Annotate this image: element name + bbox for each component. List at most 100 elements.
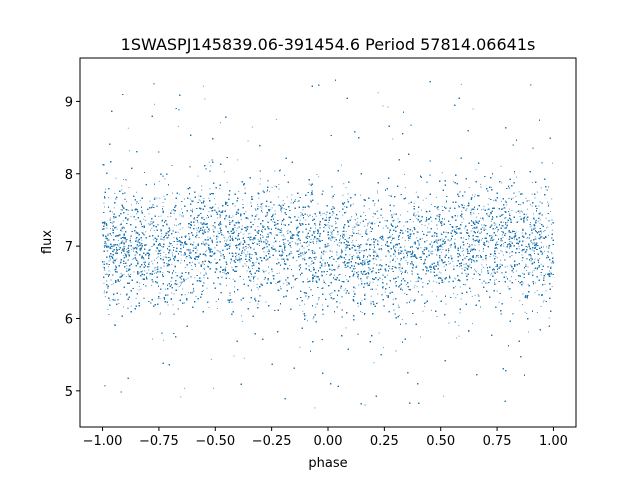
data-point [197, 222, 199, 224]
data-point [153, 221, 155, 223]
data-point [397, 221, 399, 223]
data-point [203, 85, 204, 87]
data-point [418, 241, 420, 243]
data-point [370, 288, 371, 290]
data-point [320, 214, 322, 216]
data-point [117, 281, 119, 282]
data-point [259, 256, 261, 258]
data-point [283, 235, 285, 237]
data-point [245, 211, 247, 213]
data-point [375, 258, 377, 260]
data-point [426, 268, 428, 270]
data-point [310, 194, 312, 196]
data-point [543, 231, 545, 233]
data-point [448, 251, 449, 253]
data-point [280, 286, 281, 288]
data-point [180, 284, 181, 286]
data-point [237, 227, 239, 229]
data-point [104, 261, 106, 263]
data-point [322, 304, 324, 306]
data-point [370, 268, 371, 270]
data-point [132, 258, 134, 260]
data-point [358, 232, 359, 234]
data-point [291, 199, 292, 201]
data-point [471, 323, 473, 325]
data-point [298, 216, 300, 218]
data-point [174, 257, 176, 259]
data-point [343, 289, 345, 291]
data-point [550, 271, 552, 273]
data-point [243, 233, 245, 235]
data-point [309, 241, 311, 243]
data-point [232, 270, 234, 272]
data-point [510, 241, 512, 243]
data-point [529, 247, 531, 249]
data-point [501, 251, 503, 253]
data-point [248, 236, 250, 238]
data-point [137, 242, 139, 244]
data-point [459, 312, 461, 314]
data-point [353, 290, 355, 292]
data-point [456, 228, 457, 230]
data-point [335, 221, 336, 223]
data-point [322, 253, 324, 254]
data-point [130, 215, 132, 217]
data-point [326, 274, 328, 275]
data-point [422, 310, 424, 312]
data-point [274, 170, 276, 172]
data-point [109, 256, 110, 258]
data-point [503, 243, 504, 245]
data-point [132, 257, 134, 259]
data-point [184, 294, 186, 296]
data-point [456, 294, 458, 296]
data-point [176, 240, 178, 242]
data-point [173, 224, 175, 226]
data-point [436, 316, 438, 317]
data-point [196, 227, 198, 229]
data-point [508, 288, 510, 290]
data-point [184, 387, 186, 389]
data-point [184, 302, 185, 304]
data-point [474, 196, 475, 198]
data-point [178, 286, 180, 287]
data-point [261, 207, 263, 209]
data-point [182, 227, 184, 229]
data-point [312, 216, 313, 218]
data-point [190, 252, 192, 254]
data-point [267, 242, 269, 244]
data-point [376, 190, 378, 192]
data-point [524, 252, 526, 254]
data-point [377, 244, 379, 246]
data-point [189, 236, 191, 238]
data-point [399, 250, 401, 252]
data-point [539, 238, 541, 240]
data-point [259, 206, 261, 208]
data-point [240, 231, 242, 233]
data-point [480, 217, 482, 219]
data-point [176, 251, 178, 253]
data-point [481, 224, 483, 226]
data-point [496, 290, 498, 292]
data-point [531, 228, 533, 230]
data-point [551, 286, 553, 288]
data-point [236, 254, 238, 256]
data-point [251, 239, 253, 241]
data-point [189, 238, 191, 240]
data-point [510, 297, 512, 298]
data-point [407, 263, 408, 265]
data-point [363, 261, 365, 263]
data-point [136, 231, 137, 233]
data-point [115, 198, 117, 200]
data-point [202, 263, 204, 265]
data-point [354, 287, 356, 289]
data-point [243, 252, 245, 254]
data-point [174, 257, 176, 259]
data-point [546, 227, 547, 229]
data-point [404, 187, 406, 189]
data-point [167, 304, 169, 306]
data-point [359, 246, 361, 248]
data-point [344, 267, 346, 268]
data-point [345, 288, 347, 290]
data-point [506, 225, 508, 227]
data-point [459, 190, 461, 192]
